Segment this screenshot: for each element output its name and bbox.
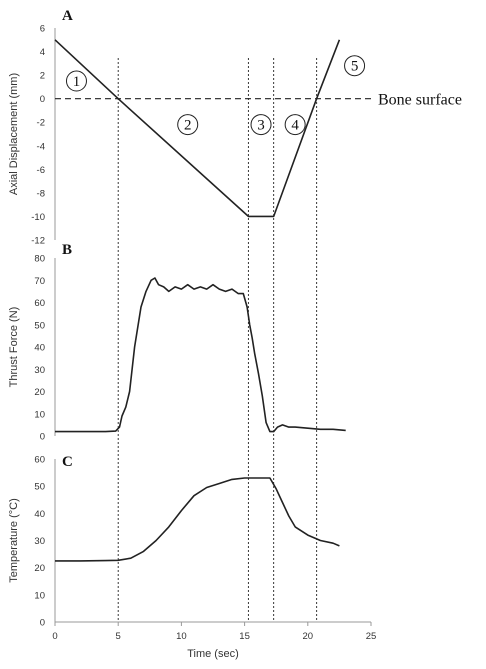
x-tick-label: 25 [366, 631, 377, 642]
series-line [55, 277, 346, 433]
y-tick-label: 50 [34, 482, 45, 493]
phase-number: 3 [257, 118, 265, 134]
x-tick-label: 20 [303, 631, 314, 642]
y-tick-label: 10 [34, 409, 45, 420]
phase-number: 5 [351, 59, 359, 75]
phase-number: 1 [73, 74, 81, 90]
phase-marker: 3 [250, 114, 272, 136]
panel-b: B 80 70 60 50 40 30 20 10 0 Thrust Force (N) [8, 242, 346, 443]
y-tick-label: 0 [40, 94, 45, 105]
series-line [55, 477, 340, 562]
y-tick-label: 60 [34, 455, 45, 466]
y-tick-label: -6 [37, 165, 45, 176]
panel-a: A 6 4 2 0 -2 -4 -6 -8 -10 -12 Axial Displacement (m… [8, 8, 462, 247]
y-tick-label: 2 [40, 71, 45, 82]
phase-marker: 2 [177, 114, 199, 136]
x-axis-title: Time (sec) [187, 648, 239, 660]
phase-marker: 4 [284, 114, 306, 136]
phase-circle [284, 114, 306, 136]
y-tick-label: 30 [34, 365, 45, 376]
y-tick-label: 60 [34, 298, 45, 309]
y-tick-label: -12 [31, 236, 45, 247]
y-tick-label: 80 [34, 254, 45, 265]
y-tick-label: -10 [31, 212, 45, 223]
y-tick-label: 40 [34, 509, 45, 520]
y-axis-title: Temperature (°C) [8, 498, 20, 582]
y-tick-label: 30 [34, 536, 45, 547]
y-axis-title: Axial Displacement (mm) [8, 73, 20, 195]
y-tick-label: 0 [40, 432, 45, 443]
series-line [54, 39, 341, 218]
panel-letter: C [62, 454, 73, 470]
phase-number: 2 [184, 118, 192, 134]
y-tick-label: 70 [34, 276, 45, 287]
y-tick-label: 4 [40, 47, 45, 58]
phase-circle [65, 70, 87, 92]
panel-c: C 60 50 40 30 20 10 0 Temperature (°C) 0 5 10 15 20 25… [8, 454, 376, 660]
y-tick-label: -8 [37, 188, 45, 199]
y-tick-label: 20 [34, 563, 45, 574]
phase-circle [250, 114, 272, 136]
x-tick-label: 10 [176, 631, 187, 642]
y-tick-label: -4 [37, 141, 45, 152]
panel-letter: B [62, 242, 72, 258]
y-axis-title: Thrust Force (N) [8, 307, 20, 388]
x-tick-label: 15 [239, 631, 250, 642]
phase-marker: 5 [344, 55, 366, 77]
phase-circle [344, 55, 366, 77]
y-tick-label: 0 [40, 618, 45, 629]
y-tick-label: 20 [34, 387, 45, 398]
vertical-markers [117, 58, 318, 622]
phase-marker: 1 [65, 70, 87, 92]
phase-number: 4 [291, 118, 299, 134]
x-tick-label: 0 [52, 631, 57, 642]
y-tick-label: 40 [34, 343, 45, 354]
panel-letter: A [62, 8, 73, 24]
y-tick-label: 10 [34, 590, 45, 601]
bone-surface-label: Bone surface [378, 92, 462, 109]
x-tick-label: 5 [116, 631, 121, 642]
y-tick-label: -2 [37, 118, 45, 129]
y-tick-label: 6 [40, 24, 45, 35]
y-tick-label: 50 [34, 320, 45, 331]
phase-circle [177, 114, 199, 136]
